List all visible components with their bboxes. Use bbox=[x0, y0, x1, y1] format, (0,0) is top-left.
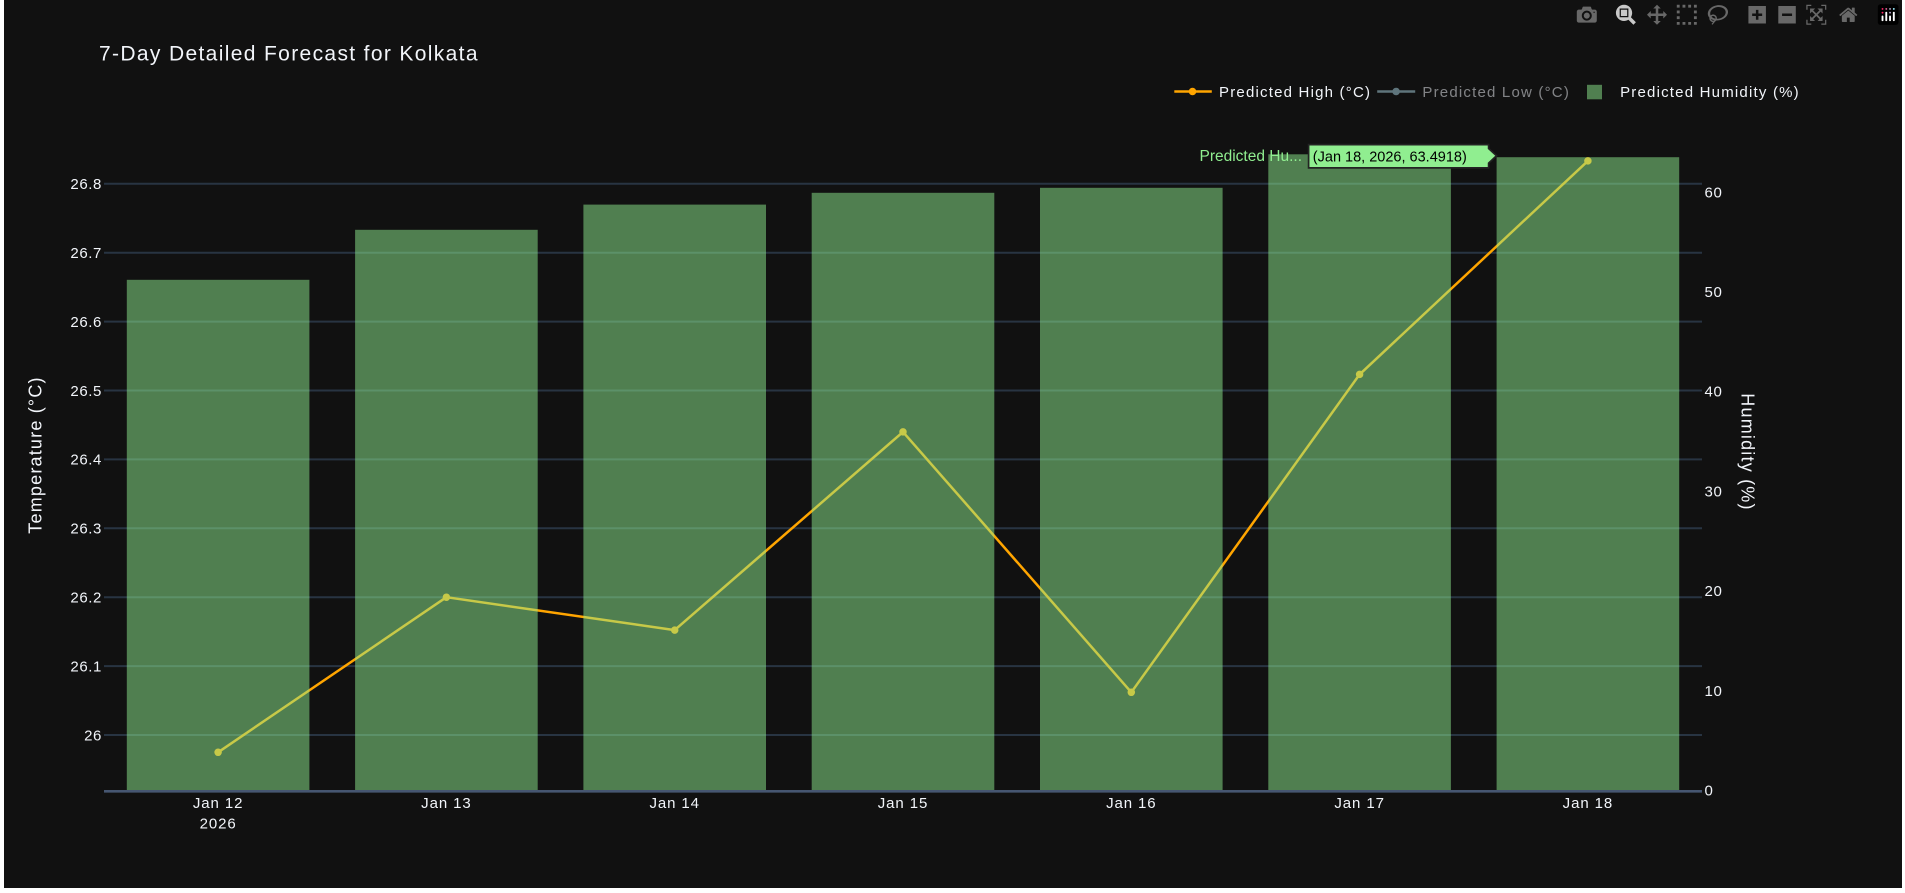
svg-text:(Jan 18, 2026, 63.4918): (Jan 18, 2026, 63.4918) bbox=[1313, 149, 1467, 165]
svg-text:26.6: 26.6 bbox=[70, 314, 102, 331]
svg-text:26.3: 26.3 bbox=[70, 521, 102, 538]
svg-text:26.7: 26.7 bbox=[70, 245, 102, 262]
svg-text:Predicted Humidity (%): Predicted Humidity (%) bbox=[1620, 84, 1800, 101]
svg-text:26.4: 26.4 bbox=[70, 452, 102, 469]
svg-text:Humidity (%): Humidity (%) bbox=[1738, 393, 1758, 510]
svg-text:Predicted Low (°C): Predicted Low (°C) bbox=[1422, 84, 1570, 101]
svg-text:Jan 15: Jan 15 bbox=[878, 795, 928, 812]
svg-text:Jan 16: Jan 16 bbox=[1106, 795, 1156, 812]
svg-text:60: 60 bbox=[1705, 184, 1723, 201]
svg-text:Temperature (°C): Temperature (°C) bbox=[25, 376, 45, 533]
svg-text:2026: 2026 bbox=[200, 815, 237, 832]
svg-text:Jan 13: Jan 13 bbox=[421, 795, 471, 812]
svg-text:Jan 12: Jan 12 bbox=[193, 795, 243, 812]
svg-text:7-Day Detailed Forecast for Ko: 7-Day Detailed Forecast for Kolkata bbox=[99, 43, 479, 66]
svg-text:40: 40 bbox=[1705, 384, 1723, 401]
svg-text:26.5: 26.5 bbox=[70, 383, 102, 400]
svg-text:10: 10 bbox=[1705, 683, 1723, 700]
svg-text:50: 50 bbox=[1705, 284, 1723, 301]
svg-text:26.8: 26.8 bbox=[70, 176, 102, 193]
svg-text:20: 20 bbox=[1705, 583, 1723, 600]
svg-text:Jan 14: Jan 14 bbox=[649, 795, 699, 812]
svg-text:26.2: 26.2 bbox=[70, 590, 102, 607]
svg-text:26.1: 26.1 bbox=[70, 658, 102, 675]
svg-text:Predicted High (°C): Predicted High (°C) bbox=[1219, 84, 1371, 101]
svg-text:Jan 17: Jan 17 bbox=[1334, 795, 1384, 812]
svg-text:26: 26 bbox=[84, 727, 102, 744]
svg-text:30: 30 bbox=[1705, 483, 1723, 500]
svg-text:Jan 18: Jan 18 bbox=[1563, 795, 1613, 812]
svg-text:Predicted Hu...: Predicted Hu... bbox=[1200, 148, 1303, 165]
svg-text:0: 0 bbox=[1705, 783, 1714, 800]
